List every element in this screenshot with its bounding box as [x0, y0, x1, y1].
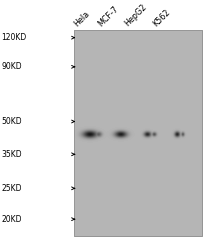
Text: 25KD: 25KD: [1, 184, 21, 193]
Text: 90KD: 90KD: [1, 62, 22, 71]
Text: 35KD: 35KD: [1, 150, 22, 159]
Text: 20KD: 20KD: [1, 215, 21, 224]
Bar: [74, 30, 202, 236]
Bar: [74, 30, 202, 236]
Text: HepG2: HepG2: [123, 3, 149, 28]
Text: Hela: Hela: [72, 9, 91, 28]
Text: 50KD: 50KD: [1, 117, 22, 126]
Text: 120KD: 120KD: [1, 33, 26, 42]
Text: MCF-7: MCF-7: [97, 4, 121, 28]
Text: K562: K562: [152, 8, 173, 28]
